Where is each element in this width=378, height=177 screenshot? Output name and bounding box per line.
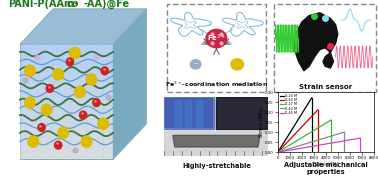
Circle shape <box>46 85 54 92</box>
Polygon shape <box>20 119 113 125</box>
Polygon shape <box>20 125 113 131</box>
Circle shape <box>74 86 85 98</box>
Circle shape <box>25 97 35 108</box>
Polygon shape <box>175 100 181 127</box>
Text: Adjustable mechanical
properties: Adjustable mechanical properties <box>284 162 368 175</box>
Circle shape <box>81 136 92 147</box>
Circle shape <box>98 118 108 130</box>
Polygon shape <box>164 131 268 156</box>
Polygon shape <box>20 131 113 136</box>
X-axis label: Strain (%): Strain (%) <box>314 162 338 167</box>
Polygon shape <box>20 73 113 79</box>
Line: 0.40 M: 0.40 M <box>278 110 318 152</box>
Polygon shape <box>173 135 260 147</box>
Polygon shape <box>20 44 113 50</box>
Circle shape <box>58 127 68 138</box>
Circle shape <box>25 65 35 76</box>
Polygon shape <box>113 9 146 159</box>
Text: Highly-stretchable: Highly-stretchable <box>182 163 251 169</box>
Polygon shape <box>20 44 113 159</box>
Polygon shape <box>20 90 113 96</box>
Polygon shape <box>20 154 113 159</box>
Circle shape <box>70 47 80 59</box>
Polygon shape <box>20 85 113 90</box>
Circle shape <box>28 136 39 147</box>
Circle shape <box>66 58 73 66</box>
Polygon shape <box>20 9 146 44</box>
0.42 M <box>342 131 346 133</box>
Text: -AA)@Fe: -AA)@Fe <box>83 0 129 9</box>
Circle shape <box>101 67 108 75</box>
Text: Strain sensor: Strain sensor <box>299 84 352 90</box>
Circle shape <box>54 141 62 149</box>
0.40 M <box>276 151 280 153</box>
Polygon shape <box>164 97 214 130</box>
Polygon shape <box>185 100 191 127</box>
Circle shape <box>41 104 52 115</box>
Polygon shape <box>20 61 113 67</box>
Polygon shape <box>216 97 268 130</box>
Circle shape <box>79 111 87 119</box>
Polygon shape <box>20 142 113 148</box>
0.27 M <box>276 151 280 153</box>
Text: Fe$^{3+}$-coordination mediation: Fe$^{3+}$-coordination mediation <box>165 80 268 89</box>
Circle shape <box>86 74 97 85</box>
Text: ~: ~ <box>193 61 198 67</box>
Circle shape <box>53 69 64 80</box>
Legend: 0.20 M, 0.40 M, 0.27 M, 0.42 M, 0.45 M: 0.20 M, 0.40 M, 0.27 M, 0.42 M, 0.45 M <box>280 94 297 115</box>
Polygon shape <box>20 113 113 119</box>
Text: co: co <box>67 0 79 9</box>
Text: PANI-P(AAm-: PANI-P(AAm- <box>8 0 78 9</box>
Circle shape <box>191 60 201 69</box>
Line: 0.42 M: 0.42 M <box>278 132 344 152</box>
0.40 M <box>315 109 320 111</box>
Polygon shape <box>20 102 113 108</box>
Polygon shape <box>20 50 113 56</box>
Circle shape <box>38 124 45 131</box>
0.27 M <box>328 119 333 121</box>
Polygon shape <box>20 67 113 73</box>
Polygon shape <box>196 100 202 127</box>
Polygon shape <box>20 56 113 62</box>
0.42 M <box>276 151 280 153</box>
Polygon shape <box>20 96 113 102</box>
Circle shape <box>206 29 227 48</box>
Polygon shape <box>20 148 113 154</box>
Polygon shape <box>20 136 113 142</box>
Text: Fe$^{3+}$: Fe$^{3+}$ <box>207 33 226 44</box>
FancyBboxPatch shape <box>166 4 266 92</box>
Polygon shape <box>293 13 338 71</box>
Line: 0.27 M: 0.27 M <box>278 120 331 152</box>
Circle shape <box>93 99 100 107</box>
Polygon shape <box>20 79 113 85</box>
FancyBboxPatch shape <box>274 4 376 92</box>
Circle shape <box>231 59 243 70</box>
Polygon shape <box>20 108 113 113</box>
Y-axis label: Stress (MPa): Stress (MPa) <box>259 107 263 137</box>
